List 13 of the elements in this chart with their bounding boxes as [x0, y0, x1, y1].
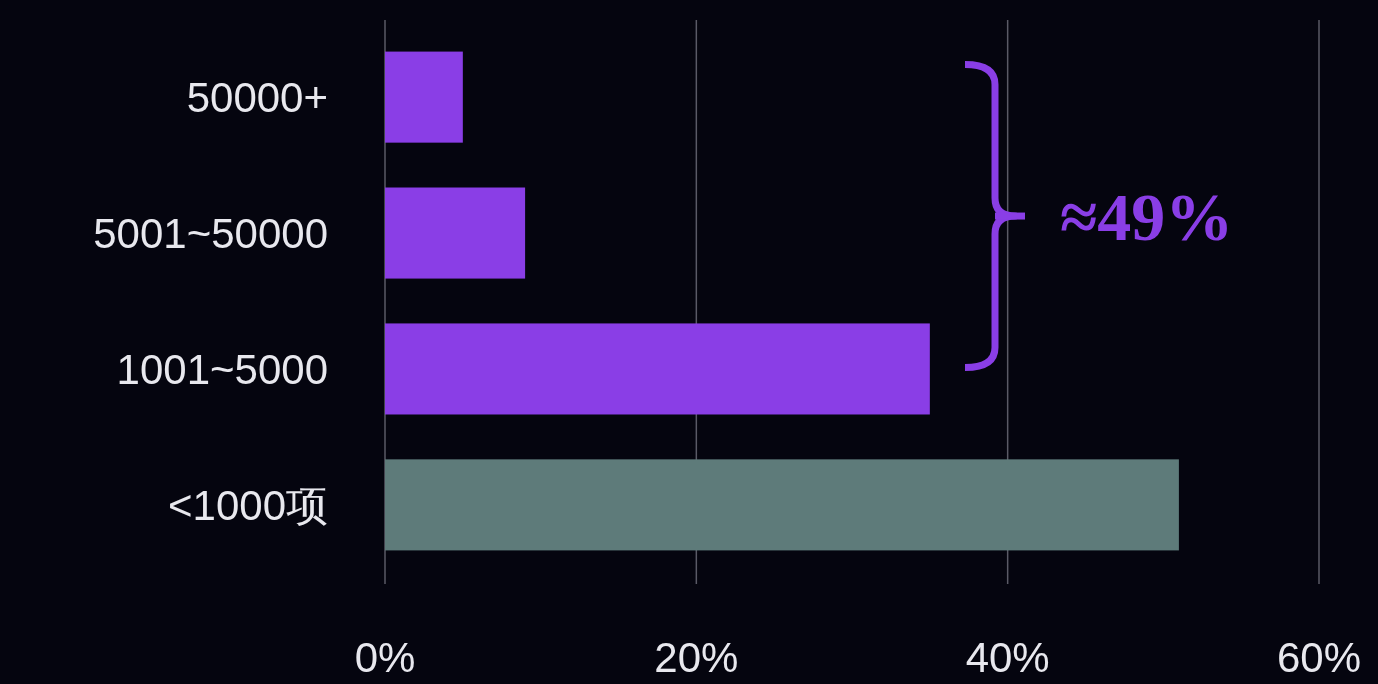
- bar: [385, 51, 463, 143]
- y-tick-label: 1001~5000: [116, 345, 328, 393]
- bar: [385, 323, 930, 415]
- x-tick-label: 20%: [654, 634, 739, 681]
- bar: [385, 187, 526, 279]
- y-tick-label: 5001~50000: [93, 209, 328, 257]
- x-tick-label: 0%: [354, 634, 416, 681]
- y-tick-label: <1000项: [168, 481, 328, 529]
- x-tick-label: 40%: [965, 634, 1050, 681]
- bar: [385, 459, 1179, 551]
- y-tick-label: 50000+: [186, 73, 328, 121]
- x-tick-label: 60%: [1276, 634, 1362, 681]
- annotation: ≈49%: [1060, 178, 1234, 255]
